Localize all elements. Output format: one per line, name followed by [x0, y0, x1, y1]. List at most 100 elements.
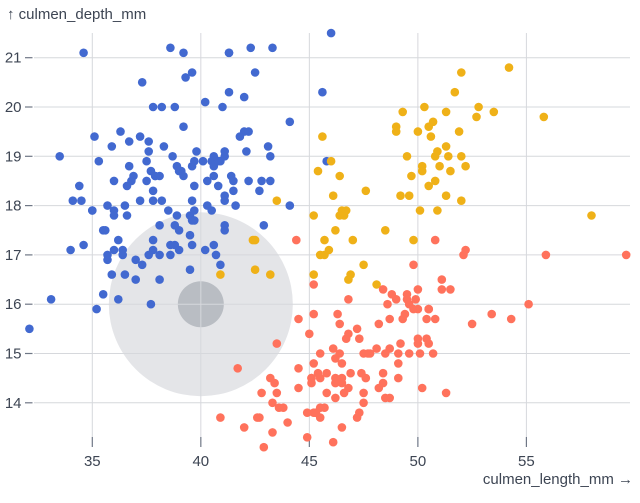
data-point-adelie [203, 176, 212, 186]
data-point-chinstrap [309, 211, 319, 220]
data-point-adelie [114, 295, 123, 304]
y-tick-label: 19 [5, 148, 22, 165]
data-point-gentoo [378, 285, 388, 294]
data-point-adelie [220, 147, 229, 156]
data-point-adelie [150, 171, 160, 181]
data-point-chinstrap [424, 181, 434, 191]
data-point-adelie [209, 152, 219, 161]
data-point-adelie [116, 127, 125, 136]
data-point-gentoo [424, 339, 434, 348]
data-point-gentoo [328, 437, 338, 447]
data-point-gentoo [378, 368, 388, 378]
data-point-gentoo [415, 349, 425, 358]
data-point-adelie [268, 43, 277, 53]
data-point-chinstrap [407, 171, 416, 181]
data-point-gentoo [307, 378, 316, 388]
data-point-chinstrap [504, 63, 514, 72]
data-point-chinstrap [391, 122, 401, 131]
data-point-gentoo [270, 378, 279, 388]
data-point-gentoo [268, 428, 277, 437]
data-point-gentoo [446, 285, 455, 294]
data-point-chinstrap [398, 107, 408, 117]
data-point-adelie [155, 221, 164, 230]
data-point-gentoo [305, 329, 314, 339]
data-point-adelie [263, 142, 273, 151]
data-point-gentoo [359, 398, 368, 408]
data-point-chinstrap [474, 102, 483, 112]
data-point-gentoo [292, 235, 301, 245]
data-point-gentoo [302, 433, 312, 442]
data-point-adelie [235, 132, 245, 141]
data-point-chinstrap [413, 127, 423, 136]
data-point-gentoo [272, 388, 282, 398]
data-point-adelie [137, 260, 147, 270]
data-point-gentoo [394, 373, 403, 383]
data-point-adelie [246, 43, 255, 53]
data-point-chinstrap [454, 127, 464, 136]
data-point-adelie [120, 201, 130, 210]
data-point-adelie [148, 186, 158, 196]
data-point-adelie [220, 226, 229, 235]
data-point-adelie [148, 102, 158, 112]
data-point-gentoo [335, 349, 345, 358]
data-point-adelie [168, 152, 177, 161]
data-point-adelie [244, 127, 253, 136]
data-point-adelie [103, 250, 112, 260]
data-point-chinstrap [335, 211, 345, 220]
data-point-adelie [170, 102, 180, 112]
data-point-chinstrap [404, 191, 414, 200]
data-point-adelie [68, 196, 78, 205]
data-point-adelie [259, 221, 269, 230]
data-point-adelie [239, 92, 249, 102]
data-point-adelie [172, 211, 182, 220]
data-point-gentoo [372, 344, 381, 353]
data-point-gentoo [387, 290, 397, 299]
data-point-gentoo [441, 388, 451, 398]
data-point-chinstrap [461, 161, 470, 171]
data-point-adelie [144, 250, 153, 260]
data-point-gentoo [344, 383, 353, 393]
data-point-adelie [144, 147, 153, 156]
data-point-chinstrap [361, 186, 371, 196]
data-point-adelie [122, 211, 132, 220]
data-point-adelie [266, 152, 275, 161]
data-point-adelie [244, 176, 253, 186]
data-point-adelie [124, 137, 134, 146]
data-point-adelie [118, 245, 127, 255]
data-point-gentoo [255, 413, 264, 422]
y-tick-label: 15 [5, 346, 22, 363]
data-point-gentoo [378, 378, 388, 388]
data-point-chinstrap [587, 211, 596, 220]
data-point-chinstrap [328, 191, 338, 200]
data-points [25, 28, 631, 452]
data-point-adelie [207, 206, 216, 215]
data-point-adelie [220, 196, 229, 205]
x-tick-label: 55 [518, 453, 535, 470]
data-point-adelie [101, 226, 110, 235]
data-point-chinstrap [409, 235, 418, 245]
data-point-gentoo [357, 368, 366, 378]
data-point-chinstrap [313, 166, 323, 176]
data-point-adelie [55, 152, 64, 161]
data-point-adelie [120, 270, 130, 279]
data-point-gentoo [621, 250, 631, 260]
y-tick-label: 17 [5, 247, 22, 264]
y-tick-label: 21 [5, 50, 22, 67]
data-point-chinstrap [341, 206, 351, 215]
data-point-gentoo [396, 339, 405, 348]
data-point-adelie [190, 156, 199, 166]
data-point-adelie [200, 97, 210, 107]
data-point-adelie [88, 206, 97, 215]
data-point-gentoo [328, 344, 338, 353]
data-point-adelie [103, 201, 112, 210]
data-point-adelie [179, 122, 188, 131]
data-point-chinstrap [457, 196, 466, 205]
data-point-gentoo [430, 235, 440, 245]
data-point-adelie [92, 304, 101, 314]
data-point-adelie [135, 132, 145, 141]
data-point-chinstrap [326, 156, 336, 166]
data-point-adelie [250, 68, 260, 77]
data-point-adelie [79, 48, 88, 58]
data-point-adelie [257, 176, 266, 186]
data-point-chinstrap [250, 265, 260, 275]
